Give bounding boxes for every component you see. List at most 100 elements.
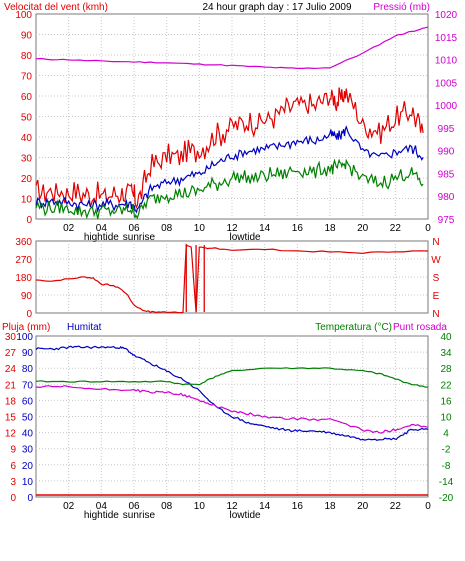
- humidity-axis-title: Humitat: [67, 322, 102, 333]
- plot-layer: 1009080706050403020100102010151010100510…: [5, 10, 458, 521]
- dewpoint-axis-title: Punt rosada: [393, 322, 447, 333]
- temperature-line: [35, 367, 429, 388]
- x-tick-label: 10: [194, 223, 206, 234]
- wind-axis-title: Velocitat del vent (kmh): [4, 2, 108, 13]
- y-tick-label: 90: [21, 31, 33, 42]
- x-tick-label: 06: [128, 501, 140, 512]
- x-event-label: lowtide: [229, 510, 261, 521]
- humidity-tick-label: 30: [22, 445, 34, 456]
- wind-direction-line: [35, 243, 429, 314]
- y-tick-label: 18: [5, 396, 17, 407]
- y-tick-label: 27: [5, 348, 17, 359]
- y-tick-label: 60: [21, 92, 33, 103]
- y-tick-label: 70: [21, 72, 33, 83]
- wind-min-line: [35, 158, 424, 220]
- x-tick-label: 08: [161, 223, 173, 234]
- y2-tick-label: 40: [440, 332, 452, 343]
- x-tick-label: 22: [390, 501, 402, 512]
- x-tick-label: 04: [96, 501, 108, 512]
- humidity-tick-label: 10: [22, 477, 34, 488]
- x-tick-label: 02: [63, 501, 75, 512]
- y2-tick-label: -20: [439, 493, 454, 504]
- y2-tick-label: W: [431, 255, 441, 266]
- wind-line: [35, 87, 424, 209]
- y2-tick-label: 1010: [435, 56, 458, 67]
- y2-tick-label: 1005: [435, 78, 458, 89]
- x-tick-label: 16: [292, 501, 304, 512]
- y-tick-label: 21: [5, 380, 17, 391]
- humidity-tick-label: 0: [27, 493, 33, 504]
- x-event-label: hightide: [84, 232, 119, 243]
- y2-tick-label: 975: [438, 215, 455, 226]
- dewpoint-line: [35, 385, 429, 434]
- y-tick-label: 0: [26, 215, 32, 226]
- x-tick-label: 06: [128, 223, 140, 234]
- x-event-label: sunrise: [123, 510, 156, 521]
- y-tick-label: 12: [5, 429, 17, 440]
- x-tick-label: 14: [259, 501, 271, 512]
- x-tick-label: 10: [194, 501, 206, 512]
- wind-avg-line: [35, 125, 424, 214]
- humidity-tick-label: 70: [22, 380, 34, 391]
- y-tick-label: 15: [5, 413, 17, 424]
- y-tick-label: 180: [15, 273, 32, 284]
- y-tick-label: 24: [5, 364, 17, 375]
- y-tick-label: 270: [15, 255, 32, 266]
- temperature-axis-title: Temperatura (°C): [315, 322, 392, 333]
- y-tick-label: 90: [21, 291, 33, 302]
- x-tick-label: 16: [292, 223, 304, 234]
- y-tick-label: 40: [21, 133, 33, 144]
- y2-tick-label: N: [432, 237, 439, 248]
- x-tick-label: 0: [425, 501, 431, 512]
- y2-tick-label: -8: [442, 461, 451, 472]
- y-tick-label: 0: [26, 309, 32, 320]
- y2-tick-label: 1020: [435, 10, 458, 21]
- y-tick-label: 6: [10, 461, 16, 472]
- humidity-tick-label: 80: [22, 364, 34, 375]
- y2-tick-label: 28: [440, 364, 452, 375]
- chart-title: 24 hour graph day : 17 Julio 2009: [203, 2, 352, 13]
- x-tick-label: 02: [63, 223, 75, 234]
- humidity-tick-label: 100: [16, 332, 33, 343]
- y2-tick-label: E: [433, 291, 440, 302]
- y2-tick-label: -2: [442, 445, 451, 456]
- y2-tick-label: 1000: [435, 101, 458, 112]
- y2-tick-label: 995: [438, 124, 455, 135]
- x-tick-label: 20: [357, 223, 369, 234]
- y-tick-label: 50: [21, 113, 33, 124]
- y-tick-label: 100: [15, 10, 32, 21]
- y-tick-label: 30: [21, 154, 33, 165]
- y2-tick-label: -14: [439, 477, 454, 488]
- y2-tick-label: 990: [438, 147, 455, 158]
- x-tick-label: 22: [390, 223, 402, 234]
- x-tick-label: 20: [357, 501, 369, 512]
- humidity-tick-label: 40: [22, 429, 34, 440]
- y2-tick-label: N: [432, 309, 439, 320]
- x-tick-label: 0: [425, 223, 431, 234]
- y2-tick-label: S: [433, 273, 440, 284]
- rain-axis-title: Pluja (mm): [2, 322, 50, 333]
- pressure-line: [35, 26, 429, 70]
- x-tick-label: 14: [259, 223, 271, 234]
- humidity-tick-label: 60: [22, 396, 34, 407]
- y2-tick-label: 980: [438, 192, 455, 203]
- y-tick-label: 20: [21, 174, 33, 185]
- x-tick-label: 12: [226, 501, 238, 512]
- y-tick-label: 360: [15, 237, 32, 248]
- y2-tick-label: 1015: [435, 33, 458, 44]
- humidity-tick-label: 50: [22, 413, 34, 424]
- y-tick-label: 0: [10, 493, 16, 504]
- x-event-label: sunrise: [123, 232, 156, 243]
- x-tick-label: 12: [226, 223, 238, 234]
- y-tick-label: 80: [21, 51, 33, 62]
- humidity-tick-label: 20: [22, 461, 34, 472]
- y2-tick-label: 16: [440, 396, 452, 407]
- y2-tick-label: 4: [443, 429, 449, 440]
- y-tick-label: 9: [10, 445, 16, 456]
- x-event-label: hightide: [84, 510, 119, 521]
- x-tick-label: 04: [96, 223, 108, 234]
- humidity-tick-label: 90: [22, 348, 34, 359]
- y-tick-label: 30: [5, 332, 17, 343]
